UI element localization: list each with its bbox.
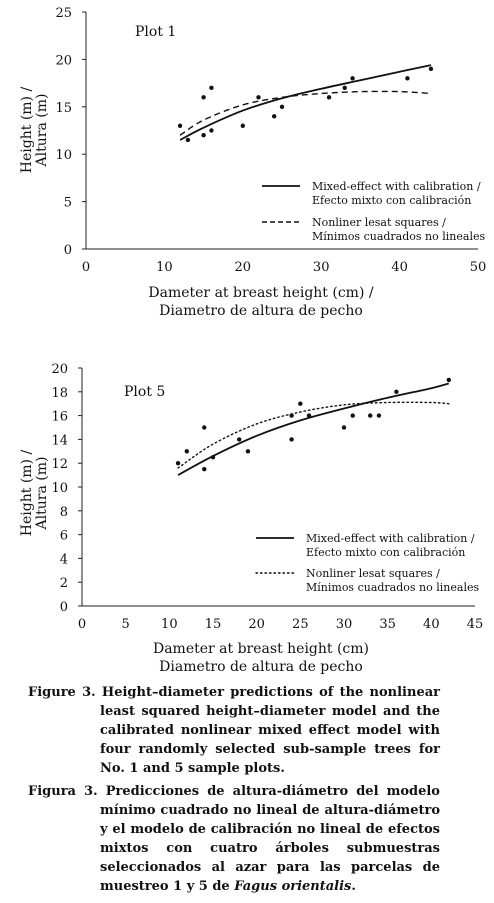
plot5-y-axis-label: Height (m) /Altura (m) (19, 450, 50, 537)
plot5-data-point (202, 425, 207, 430)
plot5-y-tick-label: 0 (60, 600, 68, 615)
caption-es-species: Fagus orientalis (234, 879, 352, 894)
plot5-data-point (341, 425, 347, 430)
caption-es-prefix: Figura 3. (28, 784, 98, 799)
caption-en-prefix: Figure 3. (28, 685, 96, 700)
plot5-x-tick-label: 40 (423, 617, 440, 632)
plot1-y-tick-label: 15 (55, 101, 72, 116)
plot5-legend-label-2-line-2: Mínimos cuadrados no lineales (306, 581, 479, 594)
plot5-x-tick-label: 35 (379, 617, 396, 632)
plot1-data-point (256, 95, 261, 100)
caption-es-end: . (351, 879, 356, 894)
plot1-y-axis-label-line-1: Height (m) / (19, 87, 35, 174)
plot1-series-mixed-effect-line (179, 64, 432, 141)
plot5-legend-label-1-line-2: Efecto mixto con calibración (306, 546, 465, 559)
plot1-y-tick-label: 20 (55, 53, 72, 68)
plot5-x-tick-label: 10 (161, 617, 178, 632)
plot1-x-tick-label: 10 (156, 260, 173, 275)
plot1-data-point (405, 76, 410, 81)
plot5-series-nonlinear-ls-line (177, 401, 450, 469)
plot5-data-point (210, 455, 216, 460)
plot1-legend-label-2-line-1: Nonliner lesat squares / (312, 216, 446, 229)
plot1-data-point (201, 133, 206, 138)
plot5-y-tick-label: 6 (60, 529, 68, 544)
plot1-x-tick-label: 30 (313, 260, 330, 275)
plot5-data-point (446, 377, 451, 383)
plot5-legend-label-2-line-1: Nonliner lesat squares / (306, 567, 440, 580)
plot1-y-axis-label: Height (m) /Altura (m) (19, 87, 50, 174)
plot5-y-tick-label: 12 (51, 457, 68, 472)
plot1-legend-label-1-line-2: Efecto mixto con calibración (312, 194, 471, 207)
plot5-x-tick-label: 15 (205, 617, 222, 632)
plot1-x-axis-label-line-1: Dameter at breast height (cm) / (148, 285, 373, 301)
plot1-legend-label-1-line-1: Mixed-effect with calibration / (312, 180, 481, 193)
figure-caption-english: Figure 3. Height–diameter predictions of… (28, 683, 440, 778)
plot5-data-point (175, 461, 181, 466)
plot1-data-point (185, 137, 191, 143)
plot5-data-point (184, 449, 189, 454)
plot1-data-point (326, 95, 332, 100)
plot5-y-tick-label: 8 (60, 505, 68, 520)
plot1-data-point (342, 85, 347, 91)
plot1-data-point (350, 76, 355, 81)
plot1-data-point (209, 85, 214, 91)
plot5-data-point (376, 413, 382, 418)
plot5-data-point (237, 437, 242, 442)
plot1-legend-label-2-line-2: Mínimos cuadrados no lineales (312, 230, 485, 243)
plot5-x-axis-label-line-2: Diametro de altura de pecho (159, 659, 363, 675)
caption-en-text: Height–diameter predictions of the nonli… (100, 685, 440, 776)
caption-es-text: Predicciones de altura-diámetro del mode… (100, 784, 440, 894)
plot5-y-tick-label: 20 (51, 362, 68, 377)
plot1-data-point (240, 123, 245, 128)
plot5-x-tick-label: 5 (122, 617, 130, 632)
plot1-data-point (209, 128, 214, 133)
plot5-data-point (394, 389, 399, 394)
plot5-y-tick-label: 16 (51, 410, 68, 425)
chart-plot-1: 0 5 10 15 20 25 0 10 20 30 40 50 Plot 1 Height (m) /A… (19, 6, 487, 319)
plot1-x-tick-label: 40 (391, 260, 408, 275)
plot5-data-point (368, 413, 373, 418)
plot5-data-point (306, 413, 312, 418)
plot1-label: Plot 1 (135, 24, 176, 40)
plot5-x-tick-label: 20 (248, 617, 265, 632)
plot5-data-point (289, 413, 294, 418)
plot5-x-tick-label: 30 (336, 617, 353, 632)
plot1-y-tick-label: 0 (64, 243, 72, 258)
plot5-label: Plot 5 (124, 384, 165, 400)
plot1-x-tick-label: 0 (82, 260, 90, 275)
plot5-x-tick-label: 0 (78, 617, 86, 632)
plot5-y-tick-label: 10 (51, 481, 68, 496)
plot5-x-tick-label: 45 (467, 617, 484, 632)
plot1-x-tick-label: 20 (235, 260, 252, 275)
plot1-x-tick-label: 50 (470, 260, 487, 275)
plot1-x-axis-label-line-2: Diametro de altura de pecho (159, 303, 363, 319)
plot5-y-tick-label: 2 (60, 576, 68, 591)
plot5-legend-label-1-line-1: Mixed-effect with calibration / (306, 532, 475, 545)
plot5-data-point (245, 449, 251, 454)
plot1-data-point (201, 95, 206, 100)
plot1-data-point (279, 104, 285, 110)
figure-caption-spanish: Figura 3. Predicciones de altura-diámetr… (28, 782, 440, 896)
plot5-y-tick-label: 14 (51, 433, 68, 448)
chart-plot-5: 0 2 4 6 8 10 12 14 16 18 20 0 5 10 15 20 25 30 35 40 45 Plot … (19, 362, 484, 675)
plot1-data-point (271, 114, 277, 119)
plot5-y-tick-label: 4 (60, 552, 68, 567)
plot5-x-tick-label: 25 (292, 617, 309, 632)
plot1-data-point (428, 66, 434, 72)
plot5-x-axis-label-line-1: Dameter at breast height (cm) (153, 641, 369, 657)
plot5-data-point (202, 466, 207, 472)
plot5-y-tick-label: 18 (51, 386, 68, 401)
plot5-data-point (289, 437, 294, 442)
plot1-y-tick-label: 25 (55, 6, 72, 21)
plot1-y-tick-label: 5 (64, 196, 72, 211)
plot5-series-mixed-effect-line (177, 382, 450, 476)
plot5-data-point (298, 401, 303, 406)
plot1-y-axis-label-line-2: Altura (m) (34, 94, 50, 168)
plot5-data-point (350, 413, 355, 418)
plot5-y-axis-label-line-2: Altura (m) (34, 457, 50, 531)
plot1-data-point (177, 123, 183, 128)
plot1-series-nonlinear-ls-line (179, 90, 432, 136)
plot5-y-axis-label-line-1: Height (m) / (19, 450, 35, 537)
plot1-y-tick-label: 10 (55, 148, 72, 163)
